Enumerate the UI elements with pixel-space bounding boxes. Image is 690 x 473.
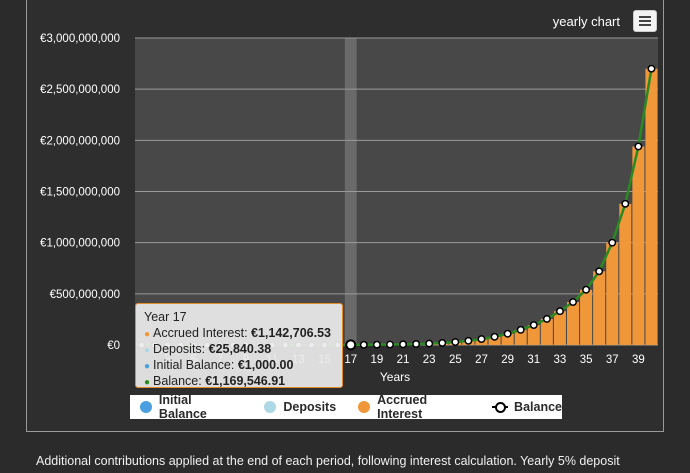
x-axis-title: Years [380,370,410,384]
bar-accrued-interest [566,302,580,345]
balance-point [386,340,394,349]
tooltip: Year 17 ● Accrued Interest: €1,142,706.53… [135,303,343,388]
balance-point [490,332,499,341]
line-marker-icon [492,401,509,413]
tooltip-value: €1,169,546.91 [205,374,286,388]
bar-accrued-interest [606,242,619,345]
balance-point [359,340,368,349]
balance-point [425,339,434,348]
balance-point [412,340,421,348]
bar-accrued-interest [540,318,553,345]
tooltip-label: Balance: [153,374,202,388]
tooltip-row-deposits: ● Deposits: €25,840.38 [144,342,334,358]
legend-label: Initial Balance [158,393,207,421]
chart-svg: €0 €500,000,000 €1,000,000,000 €1,500,000,0… [40,33,658,384]
x-tick-label: 39 [632,354,645,366]
bar-accrued-interest [593,271,606,345]
legend-item-initial-balance[interactable]: Initial Balance [140,393,242,421]
bar-accrued-interest [553,311,566,345]
y-tick-label: €1,000,000,000 [40,238,120,250]
legend-label: Deposits [283,400,337,414]
balance-point [464,336,473,345]
x-tick-label: 27 [475,354,488,366]
bar-accrued-interest [501,333,514,345]
balance-point [399,340,407,349]
balance-point [569,298,577,306]
balance-point [345,339,357,351]
x-tick-label: 33 [554,354,567,366]
balance-point [372,340,381,349]
y-tick-label: €500,000,000 [50,289,120,301]
x-tick-label: 21 [397,354,410,366]
series-dot-icon: ● [144,361,151,372]
x-tick-label: 35 [580,354,593,366]
balance-point [503,329,512,338]
series-dot-icon: ● [144,377,151,388]
balance-point [438,339,447,347]
bar-accrued-interest [580,289,593,345]
balance-point [595,267,604,276]
x-tick-label: 19 [370,354,383,366]
x-tick-label: 17 [344,354,357,366]
tooltip-value: €1,000.00 [237,358,294,372]
legend-label: Accrued Interest [377,393,428,421]
legend-item-deposits[interactable]: Deposits [264,400,336,414]
bar-accrued-interest [632,146,645,345]
balance-point [529,321,538,329]
balance-point [542,314,551,323]
tooltip-row-interest: ● Accrued Interest: €1,142,706.53 [144,326,334,342]
balance-point [608,238,617,247]
x-tick-label: 29 [501,354,514,366]
series-dot-icon: ● [144,329,151,340]
circle-marker-icon [264,401,277,413]
balance-point [647,64,656,73]
y-tick-label: €1,500,000,000 [40,187,120,199]
hamburger-menu-icon[interactable] [633,10,657,32]
legend-item-balance[interactable]: Balance [492,400,562,414]
chart-legend: Initial Balance Deposits Accrued Interes… [130,393,562,421]
y-tick-label: €3,000,000,000 [40,33,120,45]
balance-point [451,338,460,346]
tooltip-title: Year 17 [144,310,187,324]
balance-point [555,307,564,316]
circle-marker-icon [140,401,152,413]
series-dot-icon: ● [144,345,151,356]
tooltip-row-initial: ● Initial Balance: €1,000.00 [144,358,334,374]
tooltip-label: Deposits: [153,342,206,356]
x-tick-label: 23 [423,354,436,366]
bar-accrued-interest [645,68,658,345]
tooltip-value: €1,142,706.53 [251,326,331,340]
tooltip-row-balance: ● Balance: €1,169,546.91 [144,374,334,390]
x-tick-label: 37 [606,354,619,366]
balance-point [516,325,525,334]
x-tick-label: 25 [449,354,462,366]
balance-point [477,335,486,344]
chart-title: yearly chart [552,14,620,29]
tooltip-label: Accrued Interest: [153,326,248,340]
footnote-text: Additional contributions applied at the … [36,454,620,468]
bar-accrued-interest [488,336,501,345]
balance-point [621,199,630,208]
bar-accrued-interest [527,325,540,345]
balance-point [634,142,643,151]
legend-label: Balance [514,400,562,414]
balance-point [582,285,591,294]
tooltip-label: Initial Balance: [153,358,235,372]
legend-item-accrued-interest[interactable]: Accrued Interest [358,393,475,421]
bar-accrued-interest [514,329,527,345]
circle-marker-icon [358,401,371,413]
y-tick-label: €0 [107,340,120,352]
y-tick-label: €2,000,000,000 [40,135,120,147]
tooltip-value: €25,840.38 [208,342,272,356]
y-tick-label: €2,500,000,000 [40,84,120,96]
bar-accrued-interest [619,203,632,345]
x-tick-label: 31 [527,354,540,366]
